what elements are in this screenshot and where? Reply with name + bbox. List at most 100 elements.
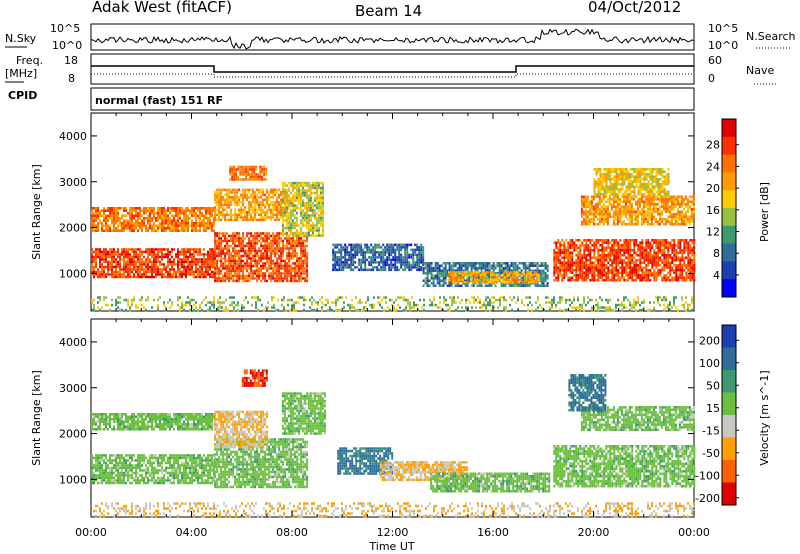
power-cell: [461, 281, 464, 284]
power-cell: [424, 267, 427, 270]
power-cell: [228, 264, 231, 268]
power-cell: [286, 264, 289, 268]
power-cell: [294, 244, 297, 248]
power-cell: [117, 250, 119, 254]
power-cell: [420, 261, 423, 264]
power-cell: [111, 255, 113, 259]
power-cell: [181, 265, 183, 269]
power-cell: [559, 261, 562, 264]
power-cell: [451, 278, 454, 282]
power-cell: [589, 241, 592, 244]
power-cell: [651, 239, 654, 242]
power-cell: [582, 220, 585, 223]
power-cell: [469, 278, 472, 282]
power-cell: [489, 276, 492, 279]
power-cell: [222, 211, 225, 214]
power-cell: [222, 247, 225, 250]
power-cell: [123, 214, 125, 217]
power-cell: [236, 259, 239, 263]
power-cell: [490, 267, 493, 270]
power-cell: [209, 260, 211, 264]
power-cell: [203, 217, 205, 220]
power-cell: [216, 198, 219, 202]
power-cell: [232, 247, 235, 250]
power-cell: [309, 216, 312, 220]
power-cell: [362, 268, 365, 272]
power-cell: [246, 264, 249, 268]
power-cell: [459, 271, 462, 274]
power-cell: [238, 234, 241, 238]
power-cell: [165, 212, 167, 215]
power-cell: [95, 255, 97, 259]
power-cell: [677, 276, 680, 279]
power-cell: [268, 237, 271, 240]
power-cell: [115, 260, 117, 264]
power-cell: [222, 234, 225, 238]
power-cell: [655, 261, 658, 264]
power-cell: [247, 178, 250, 181]
power-cell: [426, 269, 429, 272]
power-cell: [352, 268, 355, 272]
power-cell: [309, 226, 312, 230]
power-cell: [625, 241, 628, 244]
power-cell: [583, 261, 586, 264]
power-cell: [256, 267, 259, 270]
power-cell: [167, 224, 169, 227]
power-cell: [396, 246, 399, 249]
power-cell: [488, 262, 491, 265]
power-cell: [661, 251, 664, 254]
power-cell: [250, 252, 253, 255]
power-cell: [99, 270, 101, 274]
power-cell: [364, 246, 367, 249]
power-cell: [193, 263, 195, 266]
power-cell: [276, 216, 279, 219]
power-cell: [645, 241, 648, 244]
power-cell: [254, 257, 257, 260]
power-cell: [161, 258, 163, 261]
power-cell: [436, 279, 439, 282]
power-cell: [557, 266, 560, 269]
power-cell: [101, 253, 103, 256]
power-cell: [246, 198, 249, 202]
power-cell: [232, 279, 235, 283]
power-cell: [296, 254, 299, 258]
power-cell: [354, 246, 357, 249]
power-cell: [191, 229, 193, 232]
power-cell: [183, 260, 185, 264]
power-cell: [553, 249, 556, 252]
power-cell: [469, 276, 472, 279]
power-cell: [689, 271, 692, 274]
power-cell: [281, 184, 284, 187]
power-cell: [607, 244, 610, 247]
power-cell: [259, 175, 262, 179]
power-cell: [270, 259, 273, 263]
power-cell: [484, 284, 487, 287]
power-cell: [163, 227, 165, 230]
power-cell: [270, 239, 273, 243]
power-cell: [520, 262, 523, 265]
power-cell: [376, 256, 379, 259]
power-cell: [681, 251, 684, 254]
station-title: Adak West (fitACF): [92, 0, 232, 16]
power-cell: [503, 278, 506, 282]
power-cell: [313, 181, 316, 185]
power-cell: [303, 224, 306, 227]
power-cell: [143, 212, 145, 215]
power-cell: [663, 241, 666, 244]
power-cell: [237, 175, 240, 179]
power-cell: [612, 223, 615, 226]
power-cell: [276, 267, 279, 270]
power-cell: [577, 276, 580, 279]
power-cell: [252, 272, 255, 275]
power-cell: [216, 264, 219, 268]
power-cell: [280, 237, 283, 240]
power-cell: [220, 257, 223, 260]
power-cell: [653, 259, 656, 262]
power-cell: [238, 213, 241, 217]
power-cell: [321, 224, 324, 227]
power-cell: [299, 189, 302, 192]
power-cell: [410, 248, 413, 252]
power-cell: [258, 259, 261, 263]
power-cell: [414, 266, 417, 269]
power-cell: [336, 258, 339, 262]
